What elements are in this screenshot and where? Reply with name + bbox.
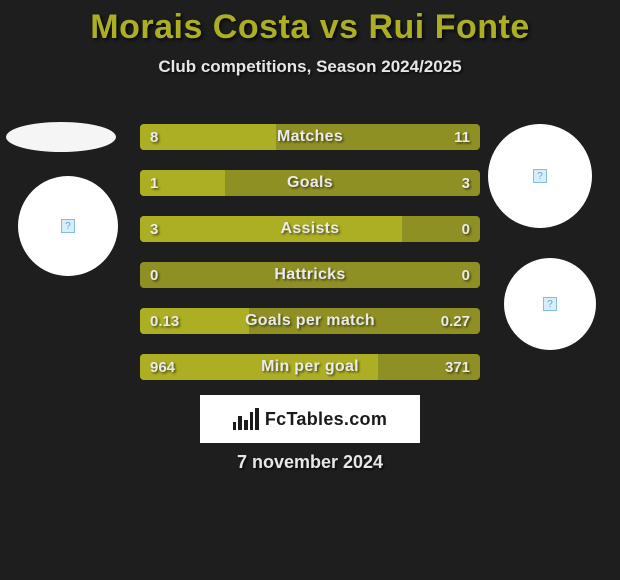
stat-row: 964371Min per goal: [140, 354, 480, 380]
stat-label: Matches: [140, 124, 480, 150]
placeholder-icon: [543, 297, 557, 311]
placeholder-icon: [533, 169, 547, 183]
stat-label: Assists: [140, 216, 480, 242]
stat-row: 00Hattricks: [140, 262, 480, 288]
placeholder-icon: [61, 219, 75, 233]
page-title: Morais Costa vs Rui Fonte: [0, 0, 620, 47]
player-left-avatar: [18, 176, 118, 276]
stat-label: Hattricks: [140, 262, 480, 288]
stat-label: Goals: [140, 170, 480, 196]
stat-row: 30Assists: [140, 216, 480, 242]
stat-row: 13Goals: [140, 170, 480, 196]
stat-row: 811Matches: [140, 124, 480, 150]
stat-row: 0.130.27Goals per match: [140, 308, 480, 334]
stat-label: Min per goal: [140, 354, 480, 380]
player-right-avatar-top: [488, 124, 592, 228]
attribution-icon: [233, 408, 259, 430]
attribution-badge: FcTables.com: [200, 395, 420, 443]
stat-label: Goals per match: [140, 308, 480, 334]
page-subtitle: Club competitions, Season 2024/2025: [0, 57, 620, 77]
stats-bars: 811Matches 13Goals 30Assists 00Hattricks 0.1…: [140, 124, 480, 400]
date-label: 7 november 2024: [0, 452, 620, 473]
player-right-avatar-bottom: [504, 258, 596, 350]
decorative-ellipse: [6, 122, 116, 152]
attribution-text: FcTables.com: [265, 409, 387, 430]
comparison-infographic: Morais Costa vs Rui Fonte Club competiti…: [0, 0, 620, 580]
